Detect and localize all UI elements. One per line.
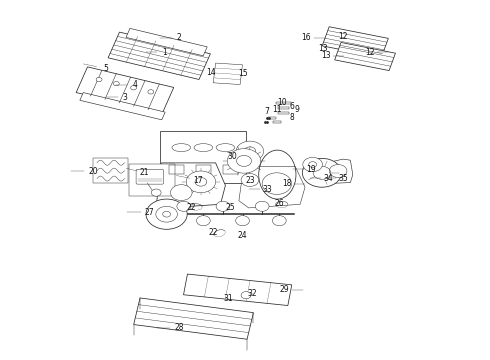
Bar <box>169 165 184 174</box>
Bar <box>269 117 276 119</box>
Ellipse shape <box>172 144 191 152</box>
Circle shape <box>302 158 342 187</box>
Text: 9: 9 <box>294 105 299 114</box>
Text: 19: 19 <box>306 165 316 174</box>
Text: 3: 3 <box>122 93 127 102</box>
Circle shape <box>236 141 264 161</box>
Text: 29: 29 <box>279 285 289 294</box>
Text: 24: 24 <box>238 231 247 240</box>
Text: 23: 23 <box>245 176 255 185</box>
Text: 12: 12 <box>365 48 375 57</box>
Ellipse shape <box>194 144 213 152</box>
Bar <box>196 165 211 174</box>
Circle shape <box>148 90 154 94</box>
Polygon shape <box>80 93 165 120</box>
Text: 13: 13 <box>318 44 328 53</box>
Circle shape <box>151 189 161 196</box>
Circle shape <box>131 86 137 90</box>
Polygon shape <box>184 274 292 306</box>
Circle shape <box>113 81 119 86</box>
Text: 27: 27 <box>145 208 154 217</box>
Polygon shape <box>76 67 174 113</box>
Circle shape <box>255 201 269 211</box>
Circle shape <box>146 199 187 229</box>
Circle shape <box>96 77 102 82</box>
Circle shape <box>262 173 292 194</box>
Text: 26: 26 <box>274 199 284 208</box>
Text: 21: 21 <box>140 168 149 177</box>
Bar <box>93 158 128 183</box>
Circle shape <box>329 165 347 177</box>
Polygon shape <box>239 166 305 208</box>
Text: 15: 15 <box>238 69 247 78</box>
Text: 34: 34 <box>323 174 333 183</box>
Polygon shape <box>126 28 207 56</box>
Circle shape <box>241 174 259 186</box>
Circle shape <box>227 149 261 173</box>
Bar <box>276 102 291 104</box>
Polygon shape <box>213 63 243 85</box>
Text: 33: 33 <box>262 185 272 194</box>
Text: 32: 32 <box>247 289 257 298</box>
Text: 2: 2 <box>176 33 181 42</box>
Text: 16: 16 <box>301 33 311 42</box>
Text: 18: 18 <box>282 179 292 188</box>
Text: 14: 14 <box>206 68 216 77</box>
Circle shape <box>272 216 286 226</box>
Polygon shape <box>157 163 225 208</box>
Text: 22: 22 <box>208 228 218 237</box>
Text: 12: 12 <box>338 32 348 41</box>
Ellipse shape <box>216 144 235 152</box>
Text: 1: 1 <box>162 48 167 57</box>
Polygon shape <box>134 298 253 339</box>
Circle shape <box>196 216 210 226</box>
Text: 30: 30 <box>228 152 238 161</box>
Text: 6: 6 <box>289 102 294 111</box>
Text: 28: 28 <box>174 323 184 332</box>
Circle shape <box>216 201 230 211</box>
Text: 22: 22 <box>186 202 196 212</box>
Bar <box>273 121 280 123</box>
Text: 11: 11 <box>272 105 282 114</box>
Circle shape <box>186 171 216 193</box>
Text: 4: 4 <box>132 80 137 89</box>
Bar <box>223 165 238 174</box>
Text: 10: 10 <box>277 98 287 107</box>
Polygon shape <box>108 32 210 80</box>
Text: 17: 17 <box>194 176 203 185</box>
Text: 25: 25 <box>225 202 235 212</box>
Circle shape <box>177 201 191 211</box>
Circle shape <box>241 292 251 299</box>
Text: 20: 20 <box>88 166 98 176</box>
Polygon shape <box>326 159 353 184</box>
Circle shape <box>303 157 322 172</box>
Polygon shape <box>335 42 395 71</box>
Text: 7: 7 <box>265 107 270 116</box>
Text: 8: 8 <box>289 112 294 122</box>
Text: 13: 13 <box>321 51 331 60</box>
Text: 5: 5 <box>103 64 108 73</box>
Circle shape <box>156 206 177 222</box>
Text: 31: 31 <box>223 294 233 303</box>
Circle shape <box>171 185 192 201</box>
Bar <box>278 112 289 114</box>
Text: 35: 35 <box>338 174 348 183</box>
Polygon shape <box>322 27 388 58</box>
Bar <box>129 164 175 196</box>
FancyBboxPatch shape <box>136 170 164 184</box>
Bar <box>278 107 289 109</box>
Circle shape <box>236 216 249 226</box>
Polygon shape <box>161 131 246 183</box>
